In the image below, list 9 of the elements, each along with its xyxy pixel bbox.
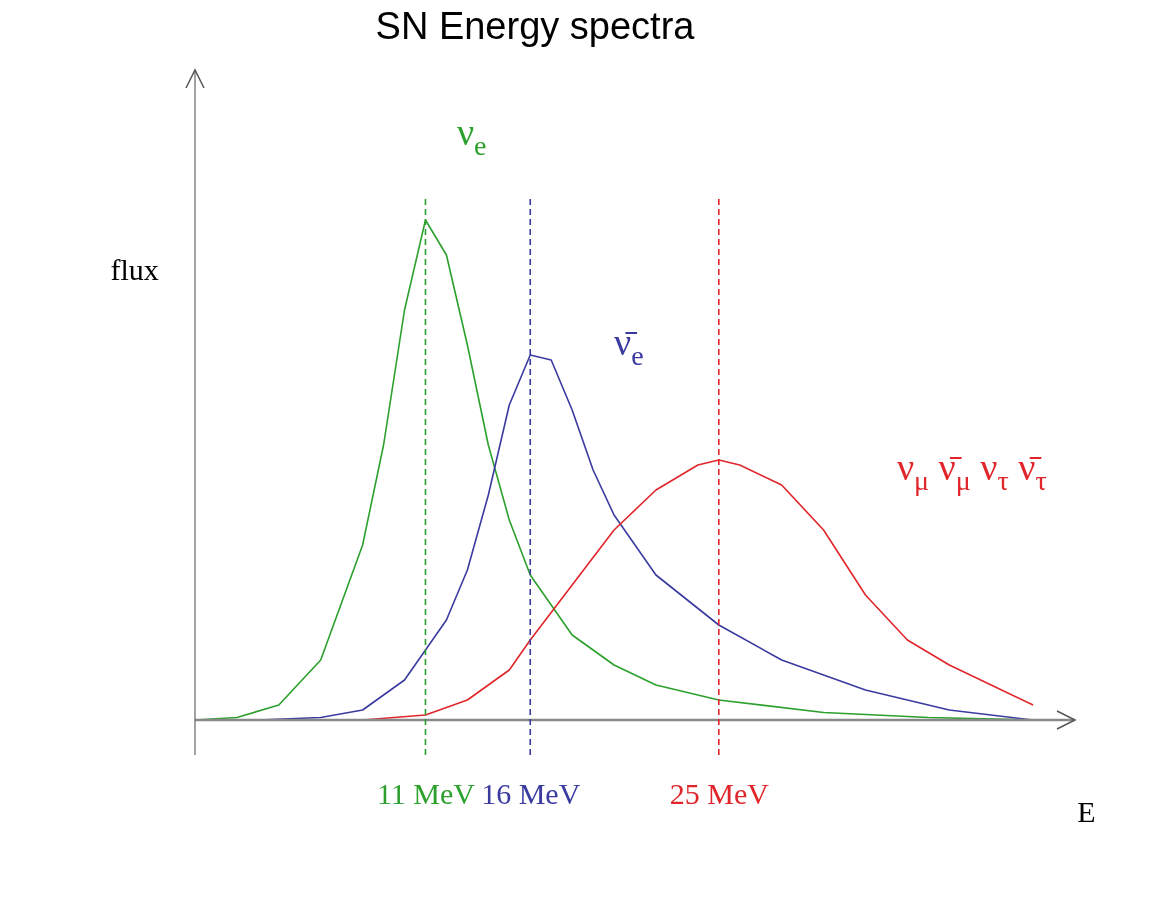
x-tick-label: 25 MeV [669, 776, 770, 810]
x-tick-label: 16 MeV [481, 776, 581, 810]
chart-title: SN Energy spectra [375, 5, 696, 48]
series-label: ν$_{e}$ [456, 111, 487, 161]
x-axis-title: E [1077, 794, 1096, 828]
series-label: ν̄$_{e}$ [614, 321, 644, 371]
x-tick-label: 11 MeV [376, 776, 476, 810]
y-axis-title: flux [110, 252, 159, 286]
text: ν$_{μ}$ ν̄$_{μ}$ ν$_{τ}$ ν̄$_{τ}$ [896, 446, 1047, 496]
